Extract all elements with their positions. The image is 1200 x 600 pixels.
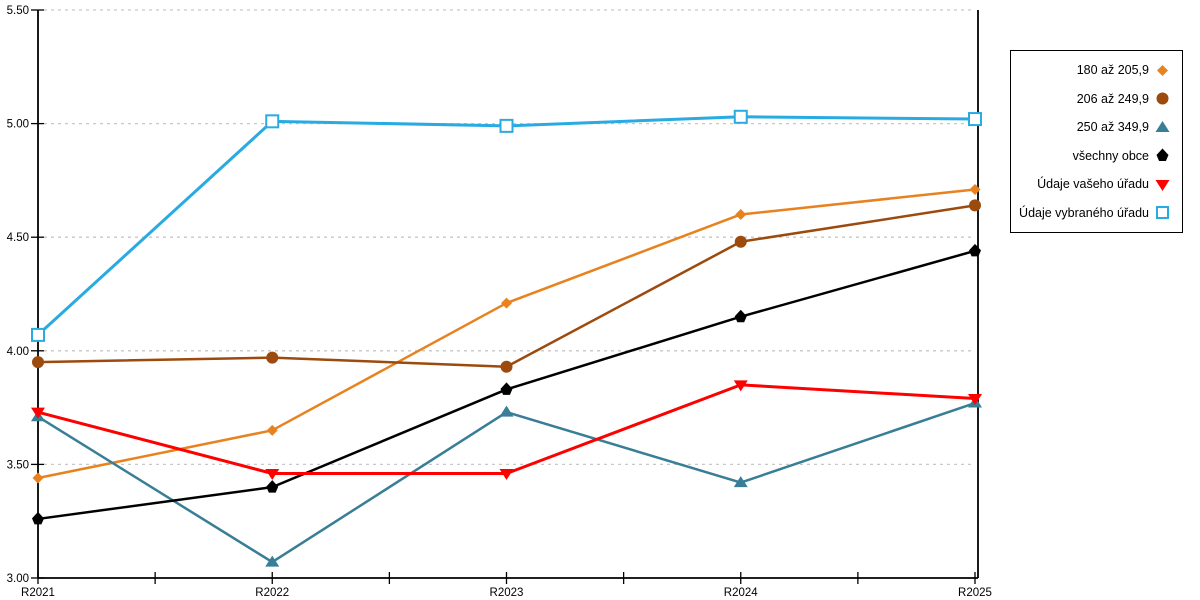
gridlines: [44, 9, 975, 466]
data-point-circle: [500, 360, 513, 373]
data-point-pentagon: [500, 382, 513, 395]
triangle-up-icon: [1155, 120, 1170, 132]
square-open-icon: [1156, 206, 1169, 220]
data-point-triangle-down: [499, 468, 514, 480]
legend-label: Údaje vybraného úřadu: [1019, 205, 1149, 220]
data-point-triangle-down: [31, 407, 45, 419]
series-3: [32, 243, 981, 525]
data-point-circle: [969, 199, 981, 212]
legend-label: Údaje vašeho úřadu: [1037, 177, 1149, 192]
data-point-triangle-down: [265, 468, 280, 480]
data-point-triangle-up: [265, 555, 280, 567]
legend-label: 250 až 349,9: [1076, 120, 1149, 135]
x-tick-label: R2021: [21, 587, 55, 599]
data-point-pentagon: [969, 243, 981, 257]
data-point-pentagon: [734, 309, 747, 323]
series-2: [31, 396, 982, 567]
data-point-diamond: [969, 183, 981, 195]
legend-item: 206 až 249,9: [1017, 86, 1170, 112]
data-point-circle: [266, 351, 279, 364]
series-0: [32, 183, 981, 484]
triangle-down-glyph: [1155, 179, 1170, 191]
series-line: [37, 401, 976, 564]
data-point-diamond: [266, 424, 278, 436]
data-point-diamond: [501, 297, 512, 309]
triangle-down-icon: [1155, 179, 1170, 191]
legend-item: Údaje vašeho úřadu: [1017, 171, 1170, 197]
diamond-icon: [1157, 64, 1168, 76]
data-point-triangle-up: [733, 476, 748, 488]
x-tick-label: R2025: [958, 587, 992, 599]
data-point-triangle-up: [499, 405, 514, 417]
circle-icon: [1156, 92, 1169, 105]
y-tick-label: 4.00: [7, 346, 29, 358]
series-line: [37, 383, 976, 475]
legend-item: Údaje vybraného úřadu: [1017, 200, 1170, 226]
data-point-pentagon: [266, 480, 279, 493]
x-axis-ticks: R2021 R2022 R2023 R2024 R2025: [21, 572, 992, 599]
x-tick-label: R2022: [255, 587, 289, 599]
legend-label: 206 až 249,9: [1076, 91, 1149, 106]
y-tick-label: 4.50: [7, 232, 29, 244]
pentagon-icon: [1156, 148, 1169, 162]
data-point-square-open: [31, 327, 45, 342]
square-open-glyph: [1156, 206, 1169, 220]
data-point-circle: [32, 356, 44, 369]
legend-label: 180 až 205,9: [1076, 63, 1149, 78]
y-tick-label: 5.00: [7, 119, 29, 131]
data-point-diamond: [735, 208, 747, 220]
diamond-glyph: [1157, 64, 1168, 76]
legend-item: 250 až 349,9: [1017, 114, 1170, 140]
series-line: [37, 204, 976, 368]
data-point-pentagon: [32, 511, 44, 525]
circle-glyph: [1156, 92, 1169, 105]
series-4: [31, 380, 982, 480]
legend-item: všechny obce: [1017, 143, 1170, 169]
legend: 180 až 205,9 206 až 249,9 250 až 349,9 všec…: [1010, 50, 1183, 233]
series-5: [31, 109, 982, 342]
legend-item: 180 až 205,9: [1017, 57, 1170, 83]
data-point-square-open: [733, 109, 748, 124]
legend-label: všechny obce: [1072, 148, 1149, 163]
data-point-circle: [734, 235, 747, 248]
series-line: [37, 188, 976, 480]
axes: [37, 10, 979, 579]
y-axis-ticks: 5.50 5.00 4.50 4.00 3.50 3.00: [7, 5, 44, 585]
series-1: [32, 199, 981, 373]
y-tick-label: 3.50: [7, 459, 29, 471]
data-point-triangle-down: [733, 380, 748, 392]
triangle-up-glyph: [1155, 120, 1170, 132]
x-tick-label: R2024: [724, 587, 758, 599]
data-point-square-open: [968, 112, 982, 127]
pentagon-glyph: [1156, 148, 1169, 162]
data-point-square-open: [265, 114, 280, 129]
data-point-triangle-down: [968, 394, 982, 406]
y-tick-label: 5.50: [7, 5, 29, 17]
y-tick-label: 3.00: [7, 573, 29, 585]
data-point-square-open: [499, 118, 514, 133]
data-point-diamond: [32, 472, 44, 484]
x-tick-label: R2023: [490, 587, 524, 599]
